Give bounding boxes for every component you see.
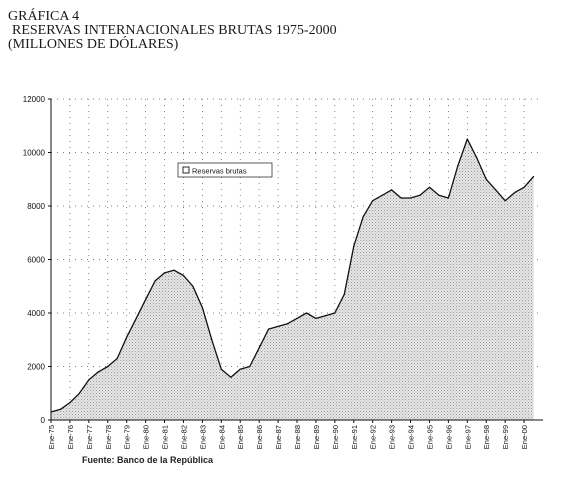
- axes: 0 2000 4000 6000 8000 10000 12000 Ene-75 Ene-76 E…: [23, 95, 543, 449]
- data-point: [88, 379, 90, 381]
- data-point: [362, 216, 364, 218]
- data-point: [154, 280, 156, 282]
- data-point: [296, 317, 298, 319]
- data-point: [249, 365, 251, 368]
- data-point: [135, 317, 137, 319]
- series-line: [50, 138, 534, 413]
- x-tick-label: Ene-85: [236, 425, 245, 449]
- data-point: [277, 325, 279, 327]
- data-point: [391, 189, 393, 191]
- data-point: [381, 194, 383, 196]
- x-tick-label: Ene-76: [66, 425, 75, 449]
- x-tick-label: Ene-98: [482, 425, 491, 449]
- data-point: [315, 317, 317, 319]
- x-tick-label: Ene-99: [501, 425, 510, 449]
- chart-units: (MILLONES DE DÓLARES): [8, 37, 179, 52]
- data-point: [97, 371, 99, 373]
- data-point: [523, 186, 525, 188]
- x-tick-label: Ene-80: [142, 425, 151, 449]
- data-point: [163, 272, 166, 274]
- data-point: [334, 312, 336, 314]
- data-point: [532, 176, 535, 178]
- data-point: [353, 245, 355, 247]
- x-tick-label: Ene-90: [331, 425, 340, 449]
- data-point: [201, 307, 203, 309]
- x-tick-label: Ene-75: [47, 425, 56, 449]
- data-point: [286, 323, 289, 325]
- data-point: [485, 178, 487, 180]
- y-tick-label: 8000: [27, 202, 45, 211]
- series-area: [51, 139, 534, 420]
- data-point: [182, 274, 185, 277]
- figure-number: GRÁFICA 4: [8, 9, 80, 24]
- x-tick-label: Ene-00: [520, 425, 529, 449]
- y-tick-label: 12000: [23, 95, 46, 104]
- data-point: [107, 365, 109, 368]
- data-point: [78, 392, 80, 394]
- source-note: Fuente: Banco de la República: [82, 455, 214, 465]
- data-point: [419, 194, 421, 196]
- data-point: [145, 299, 147, 301]
- data-point: [126, 336, 128, 338]
- data-point: [230, 376, 232, 378]
- x-tick-label: Ene-78: [104, 425, 113, 449]
- data-point: [192, 285, 194, 287]
- x-tick-label: Ene-82: [179, 425, 188, 449]
- data-point: [400, 197, 402, 199]
- data-point: [258, 347, 260, 349]
- data-point: [409, 197, 412, 199]
- legend-box: [177, 162, 273, 178]
- data-point: [476, 157, 478, 159]
- x-tick-label: Ene-94: [407, 425, 416, 449]
- data-point: [305, 312, 308, 314]
- data-point: [447, 197, 449, 199]
- data-point: [343, 293, 345, 295]
- x-tick-label: Ene-84: [217, 425, 226, 449]
- data-point: [504, 200, 506, 202]
- data-point: [324, 315, 326, 317]
- title-block: GRÁFICA 4 RESERVAS INTERNACIONALES BRUTA…: [8, 10, 408, 52]
- data-point: [268, 328, 270, 330]
- x-tick-label: Ene-89: [312, 425, 321, 449]
- data-point: [438, 194, 440, 196]
- x-tick-label: Ene-81: [161, 425, 170, 449]
- y-tick-label: 2000: [27, 363, 45, 372]
- x-tick-label: Ene-87: [274, 425, 283, 449]
- y-tick-label: 4000: [27, 309, 45, 318]
- x-tick-label: Ene-97: [463, 425, 472, 449]
- data-point: [372, 200, 374, 202]
- data-point: [495, 189, 497, 191]
- legend-label: Reservas brutas: [192, 167, 247, 176]
- legend: Reservas brutas: [177, 162, 273, 178]
- data-point: [173, 269, 175, 271]
- x-tick-label: Ene-88: [293, 425, 302, 449]
- data-point: [220, 368, 222, 370]
- data-point: [69, 402, 71, 404]
- x-tick-label: Ene-77: [85, 425, 94, 449]
- data-point: [59, 408, 62, 410]
- x-tick-label: Ene-96: [444, 425, 453, 449]
- x-tick-label: Ene-79: [123, 425, 132, 449]
- data-point: [239, 368, 241, 370]
- data-point: [116, 357, 118, 360]
- series-area-group: [50, 138, 535, 420]
- chart-title: RESERVAS INTERNACIONALES BRUTAS 1975-200…: [12, 23, 337, 38]
- y-tick-label: 6000: [27, 256, 45, 265]
- data-point: [457, 165, 459, 167]
- y-tick-label: 0: [41, 416, 46, 425]
- x-tick-label: Ene-93: [388, 425, 397, 449]
- x-tick-label: Ene-95: [425, 425, 434, 449]
- x-tick-label: Ene-92: [369, 425, 378, 449]
- x-tick-label: Ene-91: [350, 425, 359, 449]
- data-point: [428, 186, 431, 188]
- legend-swatch: [182, 166, 190, 174]
- x-tick-label: Ene-86: [255, 425, 264, 449]
- data-point: [211, 339, 213, 341]
- data-point: [466, 138, 468, 140]
- x-tick-label: Ene-83: [198, 425, 207, 449]
- y-tick-label: 10000: [23, 149, 46, 158]
- data-point: [514, 192, 516, 194]
